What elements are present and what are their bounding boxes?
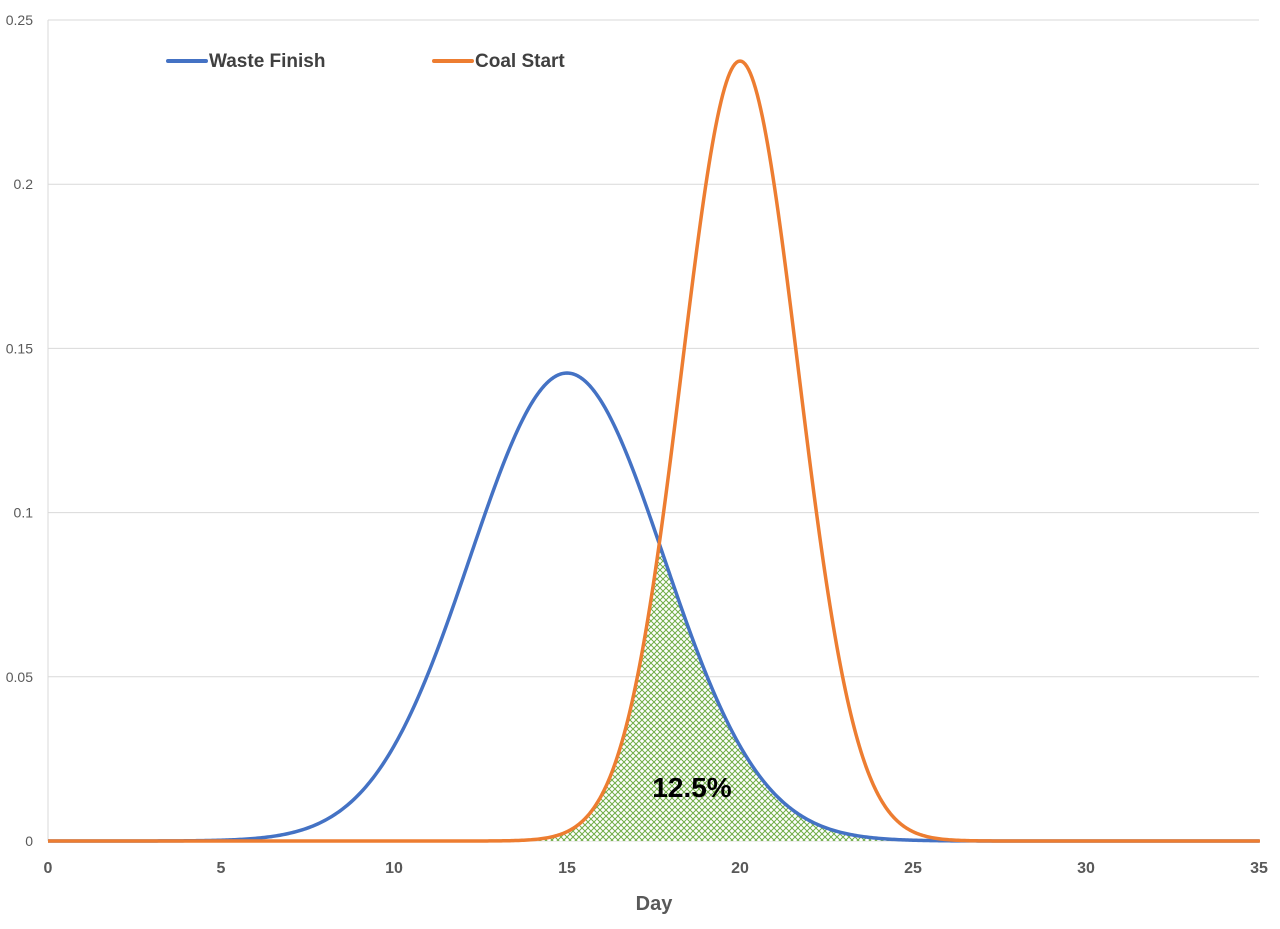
x-tick-label: 10 — [385, 860, 403, 877]
overlap-percentage-label: 12.5% — [652, 772, 731, 803]
y-tick-label: 0.25 — [6, 12, 33, 28]
y-tick-label: 0 — [25, 833, 33, 849]
x-axis-label: Day — [636, 893, 674, 915]
series-line-coal-start — [48, 59, 1260, 843]
y-tick-label: 0.05 — [6, 669, 33, 685]
x-tick-label: 20 — [731, 860, 749, 877]
legend-label: Waste Finish — [209, 51, 325, 72]
y-tick-label: 0.15 — [6, 340, 33, 356]
series-layer — [48, 59, 1260, 843]
x-tick-label: 15 — [558, 860, 576, 877]
x-tick-label: 30 — [1077, 860, 1095, 877]
legend: Waste Finish Coal Start — [166, 51, 565, 72]
legend-label: Coal Start — [475, 51, 565, 72]
legend-item-waste-finish: Waste Finish — [166, 51, 325, 72]
x-tick-label: 35 — [1250, 860, 1268, 877]
overlap-area — [463, 547, 948, 841]
legend-item-coal-start: Coal Start — [432, 51, 565, 72]
x-tick-label: 5 — [217, 860, 226, 877]
y-axis-tick-labels: 0 0.05 0.1 0.15 0.2 0.25 — [6, 12, 33, 849]
x-tick-label: 25 — [904, 860, 922, 877]
x-tick-label: 0 — [44, 860, 53, 877]
y-tick-label: 0.2 — [14, 176, 34, 192]
grid — [47, 19, 1259, 842]
y-tick-label: 0.1 — [14, 505, 34, 521]
overlap-area-layer — [463, 547, 948, 841]
x-axis-tick-labels: 0 5 10 15 20 25 30 35 — [44, 860, 1268, 877]
